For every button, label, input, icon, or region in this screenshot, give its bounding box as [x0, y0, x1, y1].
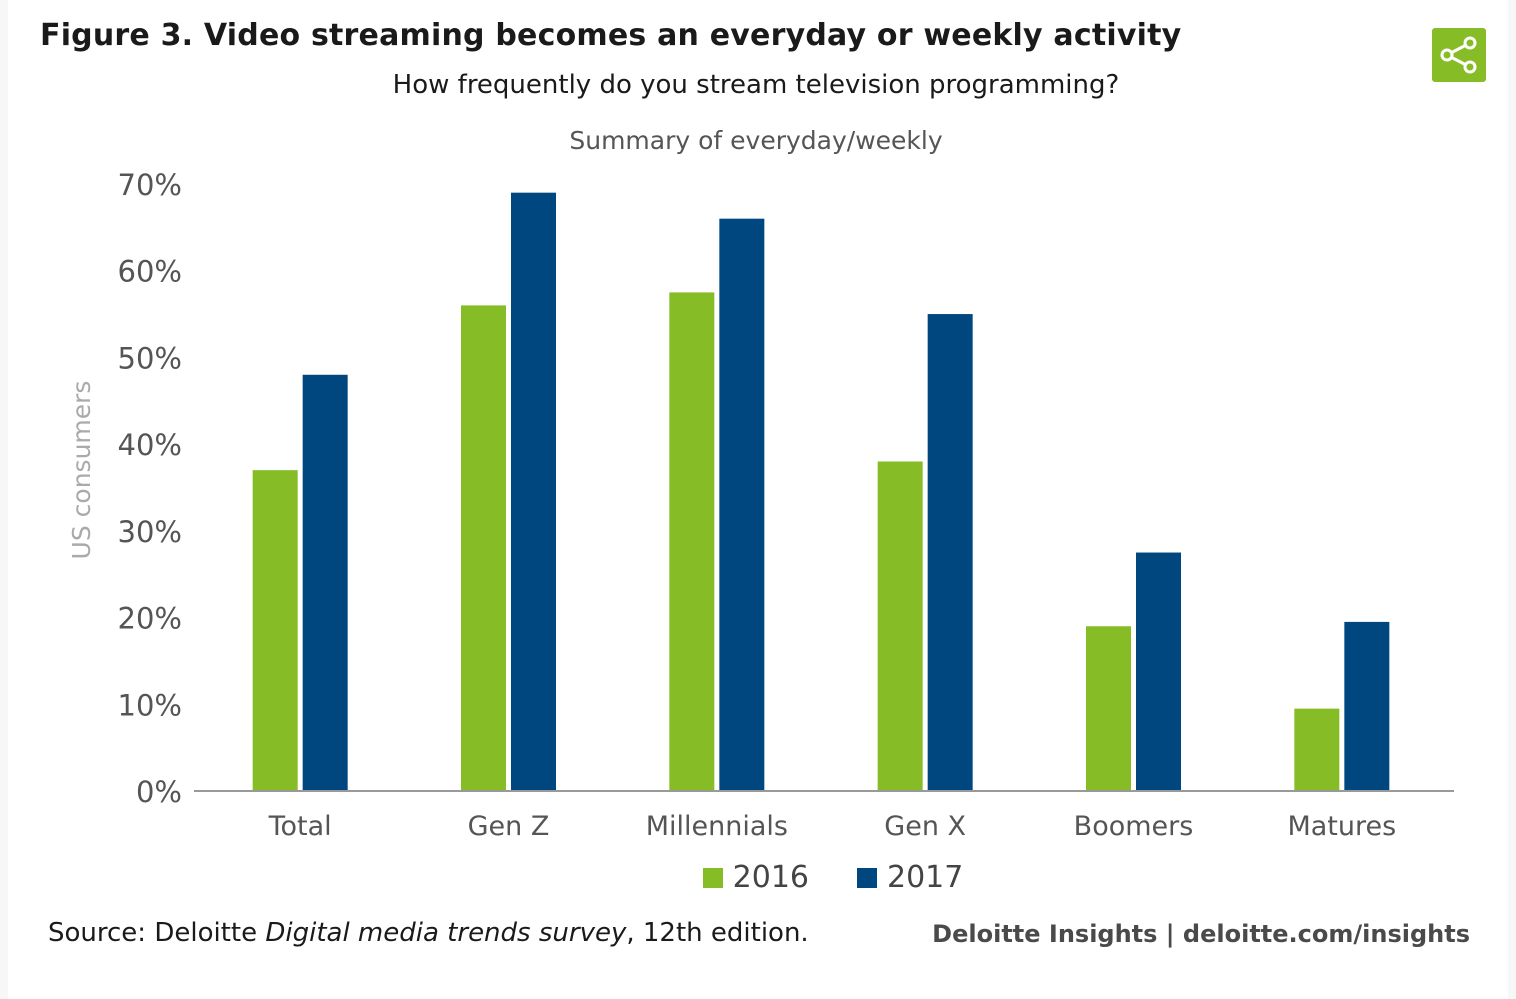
x-tick-label: Gen X — [884, 811, 966, 842]
bar-2016-millennials — [669, 292, 715, 791]
y-tick-label: 40% — [118, 428, 182, 462]
source-suffix: , 12th edition. — [626, 918, 809, 948]
y-tick-label: 30% — [118, 515, 182, 549]
x-tick-label: Boomers — [1074, 811, 1194, 842]
bar-chart: 0% 10% 20% 30% 40% 50% 60% 70% US consumers Total… — [67, 168, 1454, 842]
y-tick-label: 50% — [118, 341, 182, 375]
source-prefix: Source: Deloitte — [48, 918, 266, 948]
bar-2017-gen-z — [511, 192, 556, 791]
legend-item-2017: 2017 — [857, 860, 963, 895]
y-tick-label: 0% — [136, 775, 182, 809]
figure-title: Figure 3. Video streaming becomes an eve… — [40, 18, 1182, 53]
x-tick-label: Millennials — [646, 811, 788, 842]
bar-2017-boomers — [1136, 552, 1181, 791]
y-tick-label: 20% — [118, 602, 182, 636]
share-icon — [1440, 36, 1477, 74]
legend-label-2017: 2017 — [887, 860, 964, 895]
bar-2016-gen-z — [461, 305, 506, 791]
legend-item-2016: 2016 — [702, 860, 809, 895]
chart-card: Figure 3. Video streaming becomes an eve… — [8, 0, 1508, 999]
chart-subtitle: How frequently do you stream television … — [392, 70, 1120, 100]
x-tick-label: Total — [268, 811, 332, 842]
bar-2016-gen-x — [877, 461, 923, 791]
share-button[interactable] — [1432, 28, 1486, 82]
brand-credit: Deloitte Insights | deloitte.com/insight… — [932, 920, 1470, 948]
legend: 2016 2017 — [8, 860, 1516, 895]
legend-swatch-2016 — [702, 867, 723, 888]
chart-summary-label: Summary of everyday/weekly — [569, 126, 943, 155]
y-tick-label: 60% — [118, 255, 182, 289]
bar-2017-total — [302, 374, 348, 791]
bar-2017-gen-x — [927, 314, 973, 791]
x-tick-label: Matures — [1287, 811, 1396, 842]
y-axis-title: US consumers — [67, 381, 96, 560]
source-note: Source: Deloitte Digital media trends su… — [48, 918, 809, 948]
legend-swatch-2017 — [857, 867, 877, 888]
bar-2016-total — [252, 470, 298, 791]
y-tick-label: 70% — [118, 168, 182, 202]
x-tick-label: Gen Z — [468, 811, 550, 842]
bar-2017-matures — [1344, 621, 1390, 791]
bar-2016-matures — [1294, 708, 1340, 791]
bar-2017-millennials — [719, 218, 765, 791]
source-survey-name: Digital media trends survey — [265, 918, 627, 948]
bar-2016-boomers — [1086, 626, 1131, 791]
legend-label-2016: 2016 — [732, 860, 809, 895]
y-tick-label: 10% — [118, 688, 182, 722]
